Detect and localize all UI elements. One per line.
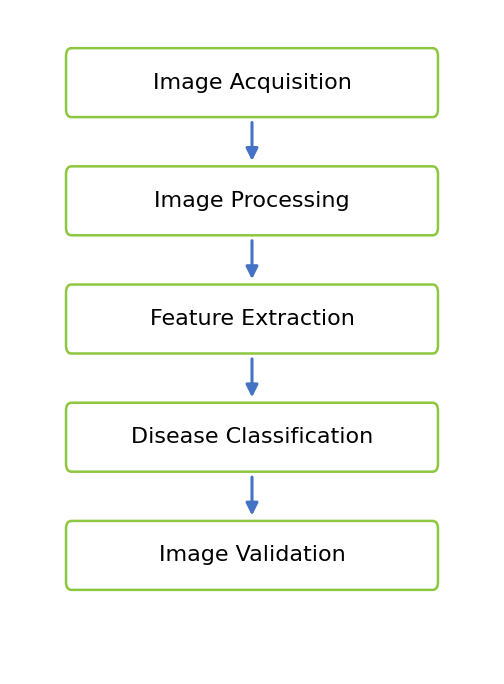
Text: Disease Classification: Disease Classification xyxy=(131,428,373,447)
FancyBboxPatch shape xyxy=(66,521,438,590)
FancyBboxPatch shape xyxy=(66,166,438,235)
Text: Image Processing: Image Processing xyxy=(154,191,350,211)
Text: Image Validation: Image Validation xyxy=(159,545,345,566)
Text: Image Acquisition: Image Acquisition xyxy=(153,73,351,92)
Text: Feature Extraction: Feature Extraction xyxy=(150,309,354,329)
FancyBboxPatch shape xyxy=(66,48,438,117)
FancyBboxPatch shape xyxy=(66,403,438,472)
FancyBboxPatch shape xyxy=(66,285,438,354)
